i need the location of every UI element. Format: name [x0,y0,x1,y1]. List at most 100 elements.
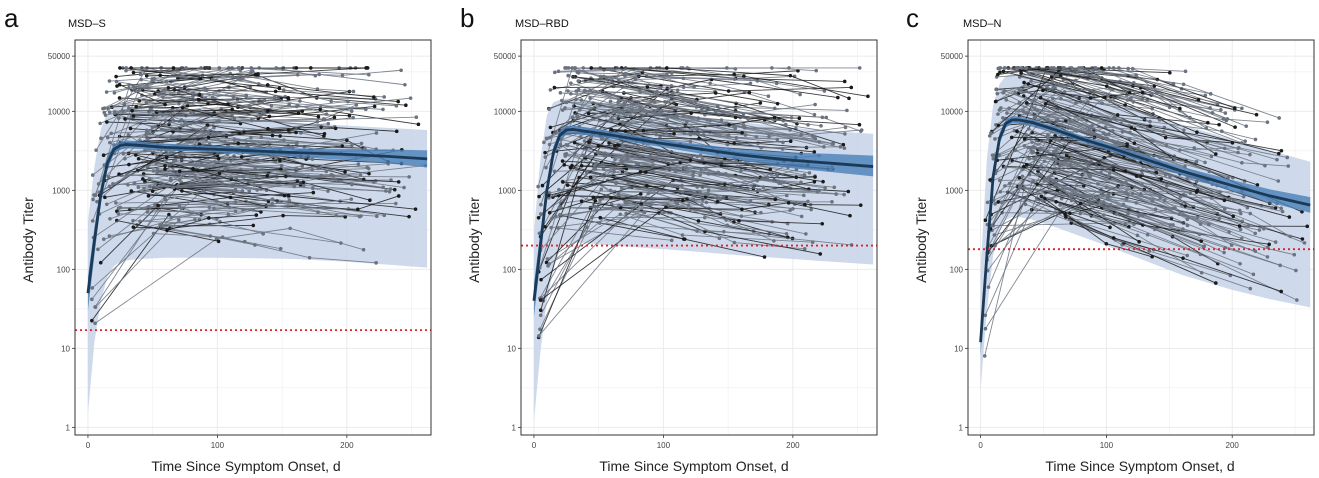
trajectory-line [158,89,327,115]
trajectory-point [251,223,256,228]
trajectory-point [996,112,1000,116]
trajectory-point [741,123,746,127]
trajectory-point [399,68,403,73]
trajectory-point [1078,211,1083,216]
y-tick-label: 1000 [945,186,963,195]
trajectory-line [538,211,645,337]
trajectory-line [1004,90,1113,132]
trajectory-point [1240,161,1244,165]
trajectory-point [1024,101,1029,105]
trajectory-point [1140,183,1144,187]
trajectory-point [414,115,419,119]
trajectory-point [775,173,780,178]
trajectory-point [992,198,996,202]
trajectory-point [394,201,398,206]
trajectory-line [618,99,668,103]
trajectory-point [996,200,1001,204]
trajectory-point [803,202,807,207]
trajectory-line [1055,201,1129,228]
trajectory-point [1078,201,1083,206]
trajectory-point [684,165,688,170]
trajectory-point [134,105,138,109]
trajectory-point [1055,182,1059,187]
trajectory-point [124,68,128,73]
trajectory-point [1209,154,1214,159]
trajectory-point [191,91,195,96]
trajectory-point [680,233,685,237]
trajectory-line [95,219,180,308]
trajectory-point [117,96,122,100]
trajectory-point [1136,214,1141,218]
trajectory-point [1150,139,1155,143]
trajectory-point [1038,95,1043,100]
trajectory-point [993,99,998,104]
trajectory-point [781,140,785,145]
trajectory-point [563,106,567,110]
trajectory-point [322,117,327,122]
trajectory-point [277,86,282,91]
trajectory-point [1115,113,1120,117]
trajectory-point [1217,122,1221,127]
trajectory-point [573,111,577,115]
y-tick-label: 1 [512,423,517,432]
y-tick-label: 10 [61,344,70,353]
trajectory-point [1150,91,1154,96]
trajectory-point [252,183,257,188]
trajectory-line [116,81,165,91]
trajectory-point [1026,127,1031,131]
trajectory-line [591,67,850,99]
trajectory-point [247,104,251,108]
trajectory-point [802,173,807,177]
trajectory-point [114,201,118,205]
trajectory-point [544,165,548,170]
trajectory-point [725,142,730,147]
trajectory-line [1016,130,1290,218]
trajectory-point [536,215,541,220]
trajectory-point [1073,78,1078,83]
trajectory-point [556,226,560,230]
trajectory-point [548,125,553,130]
trajectory-point [104,90,109,94]
trajectory-point [389,178,393,182]
trajectory-point [180,105,185,110]
trajectory-point [1302,241,1307,245]
plot-area: 1 10 100 1000 10000 50000 0 100 200 [941,40,1314,450]
trajectory-point [165,228,169,233]
trajectory-point [1134,174,1139,178]
trajectory-point [368,198,372,202]
trajectory-point [998,70,1002,74]
trajectory-point [758,101,763,105]
trajectory-point [560,159,565,163]
trajectory-point [681,76,686,81]
trajectory-point [163,119,168,123]
trajectory-line [1028,128,1230,200]
trajectory-point [164,79,169,84]
trajectory-point [588,175,593,180]
y-tick-label: 1 [66,423,71,432]
trajectory-point [584,171,589,175]
trajectory-point [849,85,854,90]
fit-curve [86,143,428,294]
trajectory-point [197,108,202,112]
trajectory-point [127,207,132,212]
trajectory-point [820,222,825,226]
trajectory-point [1107,132,1111,136]
trajectory-line [626,200,787,235]
trajectory-point [1254,112,1259,117]
trajectory-point [392,187,397,192]
trajectory-point [706,188,711,192]
trajectory-line [540,179,861,280]
trajectory-point [638,116,643,121]
trajectory-point [784,193,789,198]
fit-curve [532,128,874,301]
trajectory-point [1039,194,1044,199]
trajectory-point [539,202,543,207]
trajectory-point [345,138,349,143]
trajectory-point [1197,232,1202,237]
trajectory-point [1126,193,1131,197]
trajectory-point [798,92,802,97]
trajectory-point [164,155,169,160]
trajectory-line [590,171,646,178]
trajectory-point [351,89,356,94]
trajectory-point [219,181,224,185]
